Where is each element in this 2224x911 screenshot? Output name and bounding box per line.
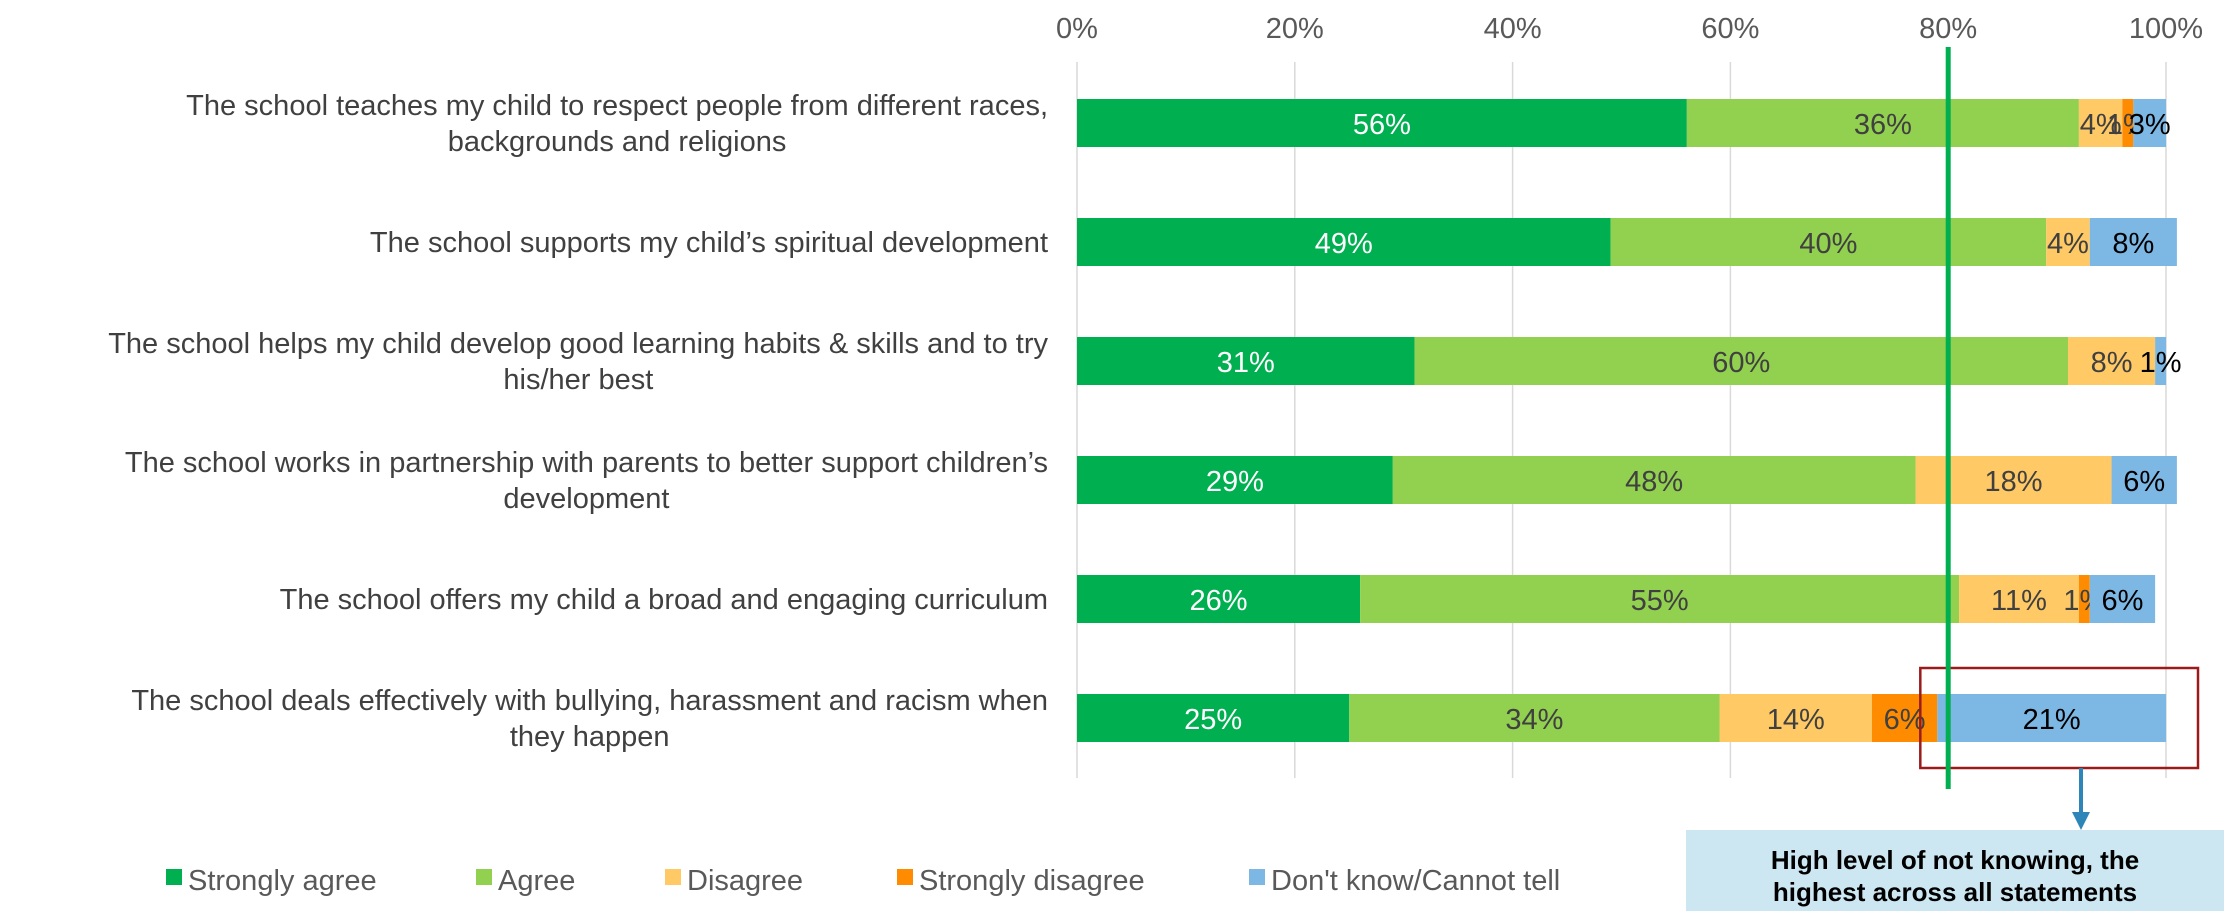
annotation-arrowhead xyxy=(2072,812,2090,830)
x-tick-label: 0% xyxy=(1056,13,1098,45)
legend-swatch xyxy=(897,869,913,885)
data-label: 6% xyxy=(2101,585,2143,617)
bar-segment xyxy=(1719,694,1872,742)
data-label: 29% xyxy=(1206,466,1264,498)
data-label: 18% xyxy=(1985,466,2043,498)
category-label: The school deals effectively with bullyi… xyxy=(131,685,1048,717)
data-label: 3% xyxy=(2129,109,2171,141)
category-label: backgrounds and religions xyxy=(448,126,787,158)
bar-segment xyxy=(1610,218,2047,266)
data-label: 60% xyxy=(1712,347,1770,379)
category-label: The school works in partnership with par… xyxy=(125,447,1048,479)
bar-segment xyxy=(2067,337,2156,385)
annotation-line-1: High level of not knowing, the xyxy=(1770,845,2140,875)
bar-segment xyxy=(1077,218,1611,266)
data-label: 25% xyxy=(1184,704,1242,736)
annotation-line-2: highest across all statements xyxy=(1772,877,2138,907)
bar-segment xyxy=(1077,99,1687,147)
bar-segment xyxy=(1686,99,2079,147)
data-label: 14% xyxy=(1767,704,1825,736)
data-label: 49% xyxy=(1315,228,1373,260)
data-label: 6% xyxy=(1884,704,1926,736)
data-label: 1% xyxy=(2140,347,2182,379)
legend-swatch xyxy=(476,869,492,885)
bar-segment xyxy=(2078,575,2090,623)
data-label: 31% xyxy=(1217,347,1275,379)
category-label: they happen xyxy=(510,721,670,753)
bar-segment xyxy=(2155,337,2166,385)
category-label: The school supports my child’s spiritual… xyxy=(370,227,1048,259)
legend-label: Agree xyxy=(498,865,575,897)
data-label: 56% xyxy=(1353,109,1411,141)
legend-label: Don't know/Cannot tell xyxy=(1271,865,1560,897)
legend-swatch xyxy=(166,869,182,885)
bar-segment xyxy=(1414,337,2068,385)
data-label: 8% xyxy=(2091,347,2133,379)
data-label: 40% xyxy=(1799,228,1857,260)
annotation-callout: High level of not knowing, the highest a… xyxy=(1686,830,2224,911)
bar-segment xyxy=(2122,99,2134,147)
data-label: 8% xyxy=(2112,228,2154,260)
bar-segment xyxy=(1959,575,2079,623)
category-label: The school helps my child develop good l… xyxy=(108,328,1048,360)
data-label: 36% xyxy=(1854,109,1912,141)
bar-segment xyxy=(1937,694,2166,742)
bar-segment xyxy=(1077,456,1393,504)
bar-segment xyxy=(1077,337,1415,385)
bar-segment xyxy=(1871,694,1938,742)
data-label: 26% xyxy=(1190,585,1248,617)
legend-swatch xyxy=(1249,869,1265,885)
data-label: 6% xyxy=(2123,466,2165,498)
data-label: 4% xyxy=(2047,228,2089,260)
data-label: 4% xyxy=(2080,109,2122,141)
legend-label: Disagree xyxy=(687,865,803,897)
bar-segment xyxy=(2046,218,2090,266)
data-label: 34% xyxy=(1505,704,1563,736)
bar-segment xyxy=(1392,456,1916,504)
data-label: 21% xyxy=(2023,704,2081,736)
legend-label: Strongly disagree xyxy=(919,865,1145,897)
bar-segment xyxy=(2133,99,2166,147)
bar-segment xyxy=(1077,694,1350,742)
highlight-box xyxy=(1919,666,2200,770)
bar-segment xyxy=(2089,575,2156,623)
category-label: The school teaches my child to respect p… xyxy=(186,90,1048,122)
legend-label: Strongly agree xyxy=(188,865,377,897)
data-label: 11% xyxy=(1991,585,2047,617)
x-tick-label: 100% xyxy=(2129,13,2203,45)
bar-segment xyxy=(1360,575,1960,623)
x-tick-label: 80% xyxy=(1919,13,1977,45)
bar-segment xyxy=(1349,694,1720,742)
bar-segment xyxy=(2089,218,2177,266)
category-label: his/her best xyxy=(503,364,653,396)
bar-segment xyxy=(2111,456,2177,504)
x-tick-label: 60% xyxy=(1701,13,1759,45)
data-label: 55% xyxy=(1631,585,1689,617)
data-label: 48% xyxy=(1625,466,1683,498)
legend-swatch xyxy=(665,869,681,885)
category-label: The school offers my child a broad and e… xyxy=(280,584,1048,616)
x-tick-label: 40% xyxy=(1484,13,1542,45)
category-label: development xyxy=(503,483,669,515)
bar-segment xyxy=(1077,575,1361,623)
x-tick-label: 20% xyxy=(1266,13,1324,45)
bar-segment xyxy=(2078,99,2123,147)
